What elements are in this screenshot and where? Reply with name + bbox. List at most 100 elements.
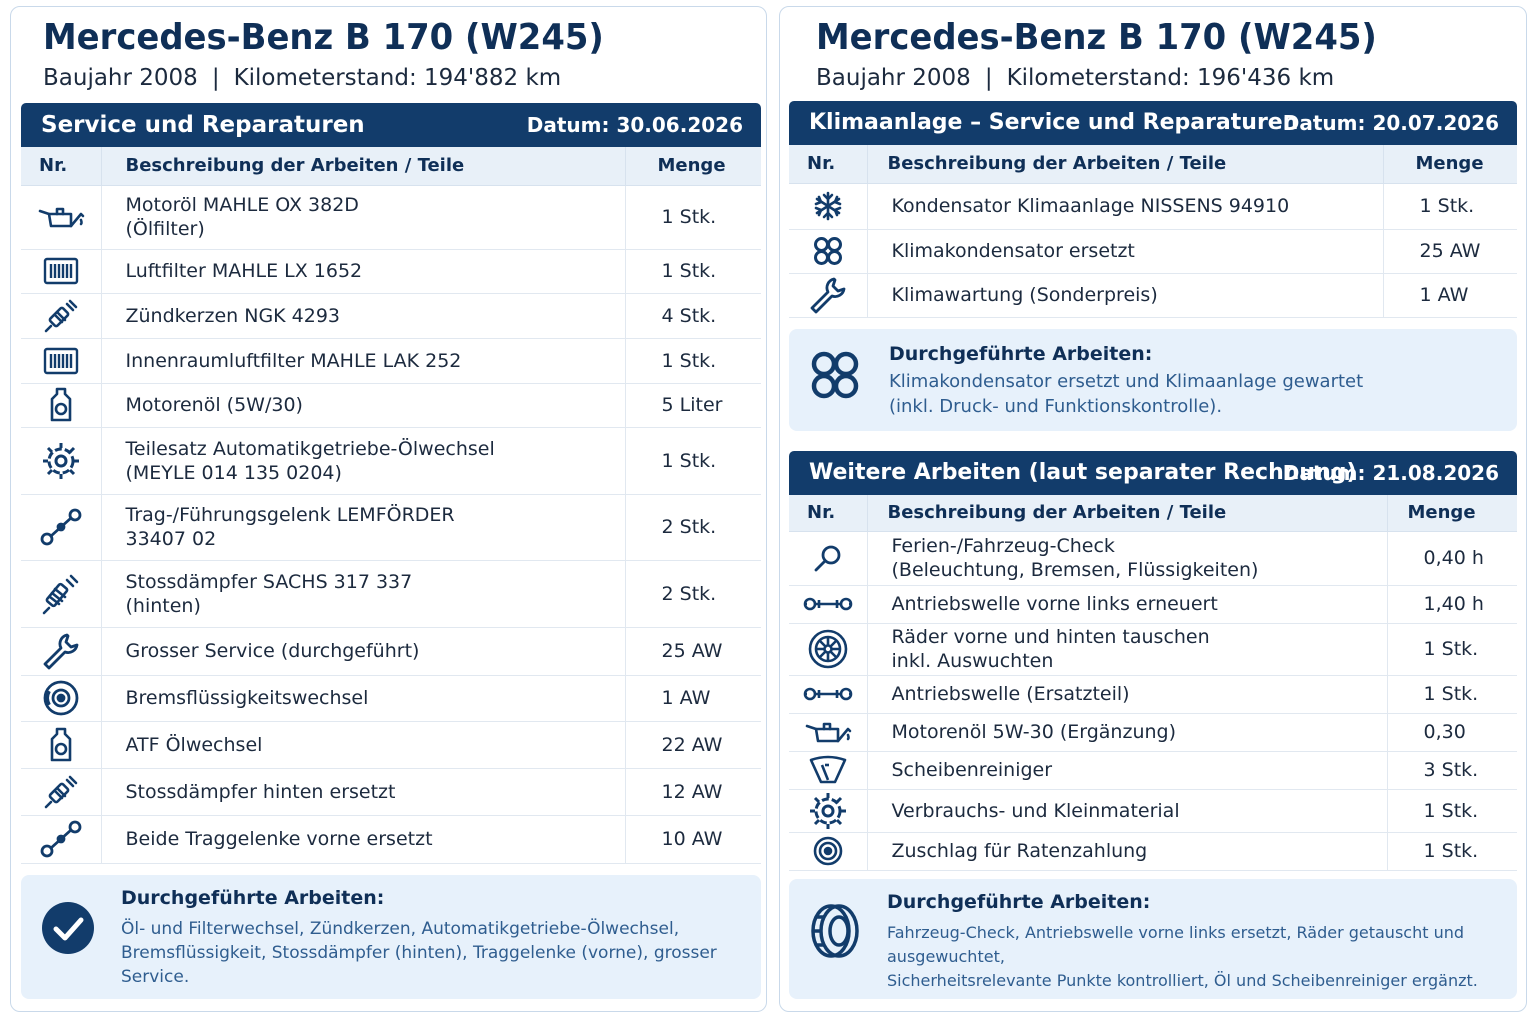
row-quantity: 25 AW — [1383, 229, 1517, 274]
spark-plug-icon — [21, 293, 102, 339]
row-description: Beide Traggelenke vorne ersetzt — [101, 815, 626, 864]
description-line: Ferien-/Fahrzeug-Check — [891, 535, 1115, 557]
condenser-icon — [809, 349, 861, 405]
description-line: Scheibenreiniger — [891, 759, 1053, 781]
description-line: Bremsflüssigkeitswechsel — [125, 687, 369, 709]
row-description: Antriebswelle (Ersatzteil) — [867, 675, 1388, 714]
row-quantity: 12 AW — [625, 768, 761, 816]
description-line: Teilesatz Automatikgetriebe-Ölwechsel — [125, 437, 495, 460]
col-header-nr: Nr. — [789, 145, 868, 184]
description-line: (Ölfilter) — [125, 218, 205, 240]
summary-line: Fahrzeug-Check, Antriebswelle vorne link… — [887, 923, 1465, 966]
description-line: (hinten) — [125, 594, 201, 617]
shock-absorber-icon — [21, 560, 102, 628]
row-quantity: 22 AW — [625, 721, 761, 769]
row-quantity: 1 Stk. — [625, 185, 761, 250]
row-quantity: 1 Stk. — [625, 338, 761, 384]
row-quantity: 2 Stk. — [625, 560, 761, 628]
car-title: Mercedes-Benz B 170 (W245) — [43, 17, 604, 58]
summary-box-klima: Durchgeführte Arbeiten: Klimakondensator… — [789, 329, 1517, 431]
invoice-card-right: Mercedes-Benz B 170 (W245) Baujahr 2008 |… — [779, 6, 1527, 1012]
baujahr: Baujahr 2008 — [816, 65, 971, 91]
section-header-service: Service und Reparaturen Datum: 30.06.202… — [21, 103, 761, 147]
table-header-row: Nr. Beschreibung der Arbeiten / Teile Me… — [789, 495, 1517, 532]
table-row: Motoröl MAHLE OX 382D (Ölfilter) 1 Stk. — [21, 185, 761, 250]
row-quantity: 1 Stk. — [625, 427, 761, 495]
table-row: Beide Traggelenke vorne ersetzt 10 AW — [21, 815, 761, 864]
row-description: Ferien-/Fahrzeug-Check (Beleuchtung, Brem… — [867, 531, 1388, 586]
summary-text: Fahrzeug-Check, Antriebswelle vorne link… — [887, 921, 1513, 993]
table-row: Innenraumluftfilter MAHLE LAK 252 1 Stk. — [21, 338, 761, 384]
table-row: ATF Ölwechsel 22 AW — [21, 721, 761, 769]
description-line: Luftfilter MAHLE LX 1652 — [125, 260, 363, 282]
row-quantity: 4 Stk. — [625, 293, 761, 339]
description-line: Räder vorne und hinten tauschen — [891, 626, 1210, 648]
row-description: Klimakondensator ersetzt — [867, 229, 1384, 274]
row-description: Stossdämpfer SACHS 317 337 (hinten) — [101, 560, 626, 628]
description-line: Antriebswelle vorne links erneuert — [891, 593, 1218, 615]
summary-text: Öl- und Filterwechsel, Zündkerzen, Autom… — [121, 917, 751, 989]
section-title: Service und Reparaturen — [41, 112, 365, 138]
row-quantity: 0,40 h — [1387, 531, 1517, 586]
row-description: Motorenöl (5W/30) — [101, 383, 626, 428]
table-row: Zündkerzen NGK 4293 4 Stk. — [21, 293, 761, 339]
col-header-nr: Nr. — [21, 147, 102, 186]
row-quantity: 1 AW — [625, 675, 761, 722]
row-description: Zuschlag für Ratenzahlung — [867, 832, 1388, 871]
col-header-quantity: Menge — [1383, 145, 1517, 184]
car-subtitle: Baujahr 2008 | Kilometerstand: 194'882 km — [43, 65, 561, 91]
gear-icon — [21, 427, 102, 495]
row-description: Klimawartung (Sonderpreis) — [867, 273, 1384, 318]
col-header-description: Beschreibung der Arbeiten / Teile — [867, 145, 1384, 184]
ball-joint-icon — [21, 815, 102, 864]
magnifier-icon — [789, 531, 868, 586]
table-row: Kondensator Klimaanlage NISSENS 94910 1 S… — [789, 183, 1517, 230]
row-description: Antriebswelle vorne links erneuert — [867, 585, 1388, 624]
summary-title: Durchgeführte Arbeiten: — [121, 887, 385, 909]
row-quantity: 1,40 h — [1387, 585, 1517, 624]
row-quantity: 1 Stk. — [625, 249, 761, 294]
table-row: Verbrauchs- und Kleinmaterial 1 Stk. — [789, 789, 1517, 833]
gear-icon — [789, 789, 868, 833]
ball-joint-icon — [21, 494, 102, 561]
row-quantity: 25 AW — [625, 627, 761, 676]
table-row: Antriebswelle (Ersatzteil) 1 Stk. — [789, 675, 1517, 714]
row-description: Innenraumluftfilter MAHLE LAK 252 — [101, 338, 626, 384]
table-row: Grosser Service (durchgeführt) 25 AW — [21, 627, 761, 676]
summary-box: Durchgeführte Arbeiten: Öl- und Filterwe… — [21, 875, 761, 999]
table-row: Scheibenreiniger 3 Stk. — [789, 751, 1517, 790]
row-description: Verbrauchs- und Kleinmaterial — [867, 789, 1388, 833]
table-row: Teilesatz Automatikgetriebe-Ölwechsel (ME… — [21, 427, 761, 495]
description-line: Motorenöl (5W/30) — [125, 394, 303, 416]
table-row: Zuschlag für Ratenzahlung 1 Stk. — [789, 832, 1517, 871]
col-header-nr: Nr. — [789, 495, 868, 532]
row-quantity: 2 Stk. — [625, 494, 761, 561]
table-row: Stossdämpfer hinten ersetzt 12 AW — [21, 768, 761, 816]
row-description: Zündkerzen NGK 4293 — [101, 293, 626, 339]
kilometerstand: Kilometerstand: 196'436 km — [1006, 65, 1335, 91]
air-filter-icon — [21, 338, 102, 384]
section-date: Datum: 21.08.2026 — [1282, 461, 1499, 485]
description-line: inkl. Auswuchten — [891, 650, 1054, 672]
row-quantity: 0,30 — [1387, 713, 1517, 752]
wrench-icon — [789, 273, 868, 318]
wrench-icon — [21, 627, 102, 676]
table-row: Motorenöl (5W/30) 5 Liter — [21, 383, 761, 428]
service-table: Nr. Beschreibung der Arbeiten / Teile Me… — [21, 147, 761, 864]
klima-table: Nr. Beschreibung der Arbeiten / Teile Me… — [789, 145, 1517, 318]
tire-icon — [809, 903, 861, 963]
table-row: Antriebswelle vorne links erneuert 1,40 h — [789, 585, 1517, 624]
table-row: Klimawartung (Sonderpreis) 1 AW — [789, 273, 1517, 318]
description-line: Motoröl MAHLE OX 382D — [125, 194, 359, 216]
description-line: ATF Ölwechsel — [125, 733, 263, 756]
car-subtitle: Baujahr 2008 | Kilometerstand: 196'436 km — [816, 65, 1334, 91]
description-line: 33407 02 — [125, 528, 217, 550]
description-line: Verbrauchs- und Kleinmaterial — [891, 799, 1180, 822]
row-description: Kondensator Klimaanlage NISSENS 94910 — [867, 183, 1384, 230]
section-date: Datum: 30.06.2026 — [526, 113, 743, 137]
oil-can-icon — [21, 185, 102, 250]
car-title: Mercedes-Benz B 170 (W245) — [816, 17, 1377, 58]
col-header-quantity: Menge — [625, 147, 761, 186]
drive-shaft-icon — [789, 585, 868, 624]
summary-box-weitere: Durchgeführte Arbeiten: Fahrzeug-Check, … — [789, 879, 1517, 999]
